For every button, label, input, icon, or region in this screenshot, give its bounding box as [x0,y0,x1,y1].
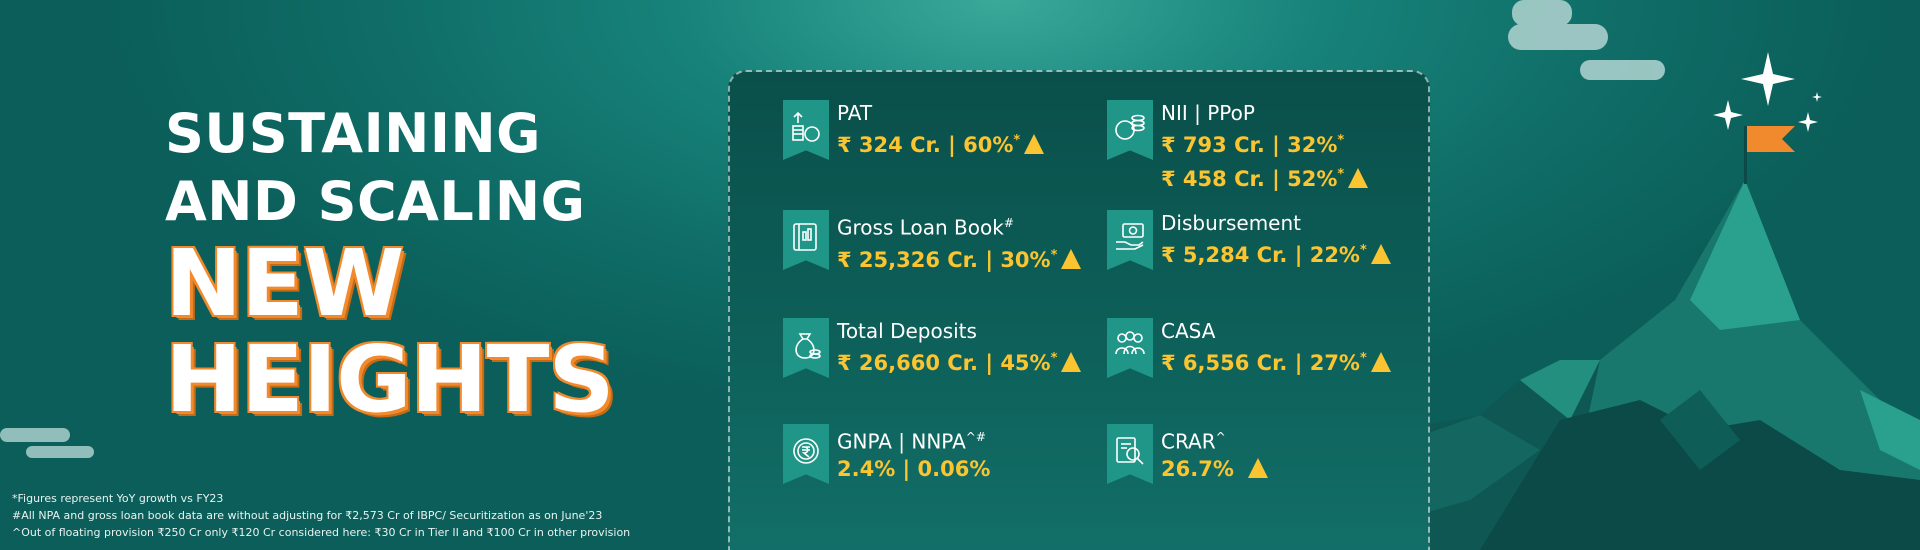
hero-line-new: NEW [165,230,404,337]
hero-line-heights: HEIGHTS [165,326,615,433]
up-arrow-icon [1370,244,1391,264]
metric-badge [1107,424,1153,484]
metric-label: PAT [837,101,873,125]
metric-gnpa-nnpa: GNPA | NNPA^# 2.4% | 0.06% [783,424,990,484]
metric-label: CASA [1161,319,1216,343]
metric-casa: CASA ₹ 6,556 Cr. | 27%* [1107,318,1391,378]
metrics-panel [728,70,1430,550]
metric-badge [783,318,829,378]
metric-badge [1107,100,1153,160]
up-arrow-icon [1061,352,1082,372]
up-arrow-icon [1024,134,1045,154]
metric-disbursement: Disbursement ₹ 5,284 Cr. | 22%* [1107,210,1391,270]
metric-value: ₹ 25,326 Cr. | 30%* [837,241,1082,275]
cloud-top [1508,0,1665,80]
up-arrow-icon [1247,457,1268,478]
metric-gross-loan-book: Gross Loan Book# ₹ 25,326 Cr. | 30%* [783,210,1082,275]
hero-line-scaling: AND SCALING [165,170,586,233]
metric-badge [783,424,829,484]
metric-label: Gross Loan Book# [837,215,1014,240]
metric-label: GNPA | NNPA^# [837,429,986,454]
document-magnifier-icon [1116,437,1144,465]
metric-badge [783,100,829,160]
metric-value: ₹ 6,556 Cr. | 27%* [1161,344,1391,378]
metric-badge [1107,318,1153,378]
metric-pat: PAT ₹ 324 Cr. | 60%* [783,100,1045,160]
footnote-npa: #All NPA and gross loan book data are wi… [12,509,603,522]
metric-badge [1107,210,1153,270]
people-group-icon [1115,331,1145,355]
hero-line-sustaining: SUSTAINING [165,102,541,165]
money-bag-icon [795,333,821,359]
metric-label: Total Deposits [837,319,977,343]
rupee-coin-icon [793,438,819,464]
footnote-provision: ^Out of floating provision ₹250 Cr only … [12,526,631,539]
footnotes: *Figures represent YoY growth vs FY23 #A… [12,490,630,541]
metric-value: 26.7% [1161,455,1268,484]
metric-crar: CRAR^ 26.7% [1107,424,1268,484]
metric-label: CRAR^ [1161,429,1226,454]
money-growth-icon [792,111,820,142]
metric-value: ₹ 324 Cr. | 60%* [837,126,1045,160]
sparkle-icons [1713,52,1822,132]
coins-stack-icon [1115,114,1145,140]
footnote-yoy: *Figures represent YoY growth vs FY23 [12,492,224,505]
hand-cash-icon [1116,223,1144,250]
ledger-book-icon [793,223,817,251]
metric-value: ₹ 5,284 Cr. | 22%* [1161,236,1391,270]
metric-nii-ppop: NII | PPoP ₹ 793 Cr. | 32%* ₹ 458 Cr. | … [1107,100,1369,194]
up-arrow-icon [1061,248,1082,269]
metric-value: ₹ 26,660 Cr. | 45%* [837,344,1082,378]
metric-total-deposits: Total Deposits ₹ 26,660 Cr. | 45%* [783,318,1082,378]
hero-heading: SUSTAINING AND SCALING NEW HEIGHTS [165,100,615,433]
metric-value-secondary: ₹ 458 Cr. | 52%* [1161,160,1369,194]
up-arrow-icon [1370,352,1391,372]
flag-icon [1744,126,1795,184]
metric-value: 2.4% | 0.06% [837,456,991,481]
cloud-left [0,428,94,458]
metric-badge [783,210,829,270]
metric-value: ₹ 793 Cr. | 32%* [1161,133,1345,157]
metric-label: NII | PPoP [1161,101,1255,125]
metric-label: Disbursement [1161,211,1301,235]
up-arrow-icon [1348,168,1369,188]
